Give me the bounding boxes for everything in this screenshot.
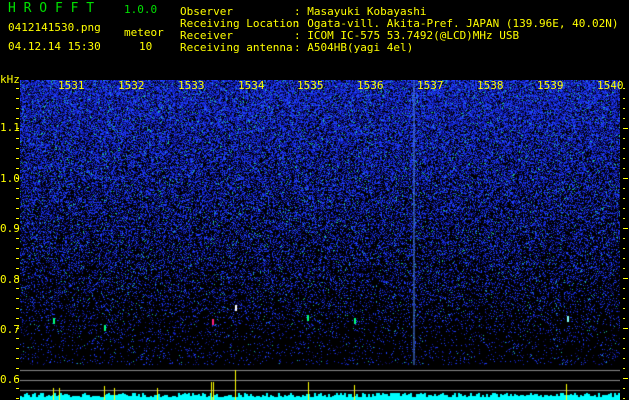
- y-tick: [16, 98, 19, 99]
- y-tick: [623, 368, 625, 369]
- y-tick: [623, 308, 625, 309]
- y-tick: [16, 238, 19, 239]
- y-tick: [16, 338, 19, 339]
- time-label: 1538: [477, 79, 504, 92]
- y-tick-label: 1.0: [0, 172, 20, 185]
- antenna-label: Receiving antenna: [180, 41, 293, 54]
- y-tick: [623, 138, 625, 139]
- y-tick: [623, 198, 625, 199]
- y-tick: [16, 88, 19, 89]
- y-tick: [623, 158, 625, 159]
- y-tick: [623, 348, 625, 349]
- y-tick: [623, 258, 625, 259]
- y-tick: [16, 268, 19, 269]
- time-label: 1531: [58, 79, 85, 92]
- y-tick: [16, 248, 19, 249]
- y-tick: [16, 218, 19, 219]
- y-unit-label: kHz: [0, 73, 20, 86]
- time-label: 1539: [537, 79, 564, 92]
- y-tick-label: 0.6: [0, 373, 20, 386]
- y-tick: [623, 288, 625, 289]
- y-tick: [16, 308, 19, 309]
- y-tick: [16, 298, 19, 299]
- y-tick: [623, 178, 628, 179]
- y-tick-label: 0.9: [0, 222, 20, 235]
- y-tick: [623, 378, 628, 379]
- observer-value: : Masayuki Kobayashi: [294, 5, 427, 18]
- meteor-label: meteor: [124, 26, 164, 39]
- time-label: 1534: [238, 79, 265, 92]
- time-label: 1537: [417, 79, 444, 92]
- y-tick: [623, 188, 625, 189]
- y-tick: [16, 318, 19, 319]
- y-tick: [16, 158, 19, 159]
- y-tick: [623, 108, 625, 109]
- filename: 0412141530.png: [8, 21, 101, 34]
- spectrogram: [20, 80, 620, 400]
- y-tick: [16, 398, 19, 399]
- y-tick: [16, 188, 19, 189]
- time-label: 1540: [597, 79, 624, 92]
- y-tick: [16, 108, 19, 109]
- observer-label: Observer: [180, 5, 233, 18]
- location-label: Receiving Location: [180, 17, 300, 30]
- y-tick: [16, 258, 19, 259]
- receiver-label: Receiver: [180, 29, 233, 42]
- location-value: : Ogata-vill. Akita-Pref. JAPAN (139.96E…: [294, 17, 619, 30]
- antenna-value: : A504HB(yagi 4el): [294, 41, 414, 54]
- y-tick: [623, 248, 625, 249]
- y-tick: [16, 178, 19, 179]
- y-tick-label: 1.1: [0, 121, 20, 134]
- y-tick: [623, 318, 625, 319]
- y-tick: [623, 98, 625, 99]
- y-tick: [16, 288, 19, 289]
- y-tick: [623, 128, 628, 129]
- y-tick: [623, 328, 628, 329]
- y-tick: [623, 358, 625, 359]
- y-tick: [623, 118, 625, 119]
- y-tick-label: 0.7: [0, 323, 20, 336]
- time-label: 1536: [357, 79, 384, 92]
- y-tick: [16, 138, 19, 139]
- y-tick: [16, 278, 19, 279]
- y-tick: [16, 388, 19, 389]
- y-tick: [623, 168, 625, 169]
- datetime: 04.12.14 15:30: [8, 40, 101, 53]
- y-tick: [16, 358, 19, 359]
- meteor-count: 10: [139, 40, 153, 53]
- y-tick: [16, 348, 19, 349]
- y-tick: [623, 88, 625, 89]
- y-tick: [16, 328, 19, 329]
- y-tick: [623, 148, 625, 149]
- y-tick: [623, 218, 625, 219]
- y-tick: [623, 338, 625, 339]
- app-title: H R O F F T: [8, 1, 95, 16]
- y-tick: [16, 368, 19, 369]
- y-tick: [16, 378, 19, 379]
- y-tick: [16, 148, 19, 149]
- y-tick: [623, 238, 625, 239]
- y-tick: [16, 208, 19, 209]
- time-label: 1532: [118, 79, 145, 92]
- y-tick: [16, 228, 19, 229]
- y-tick: [16, 118, 19, 119]
- y-tick: [623, 228, 628, 229]
- y-tick: [623, 398, 625, 399]
- app-version: 1.0.0: [124, 3, 158, 16]
- y-tick: [623, 268, 625, 269]
- y-tick: [623, 208, 625, 209]
- time-label: 1533: [178, 79, 205, 92]
- y-tick: [16, 128, 19, 129]
- y-tick-label: 0.8: [0, 273, 20, 286]
- receiver-value: : ICOM IC-575 53.7492(@LCD)MHz USB: [294, 29, 520, 42]
- y-tick: [16, 168, 19, 169]
- y-tick: [623, 298, 625, 299]
- y-tick: [16, 198, 19, 199]
- y-tick: [623, 278, 628, 279]
- y-tick: [623, 388, 625, 389]
- time-label: 1535: [297, 79, 324, 92]
